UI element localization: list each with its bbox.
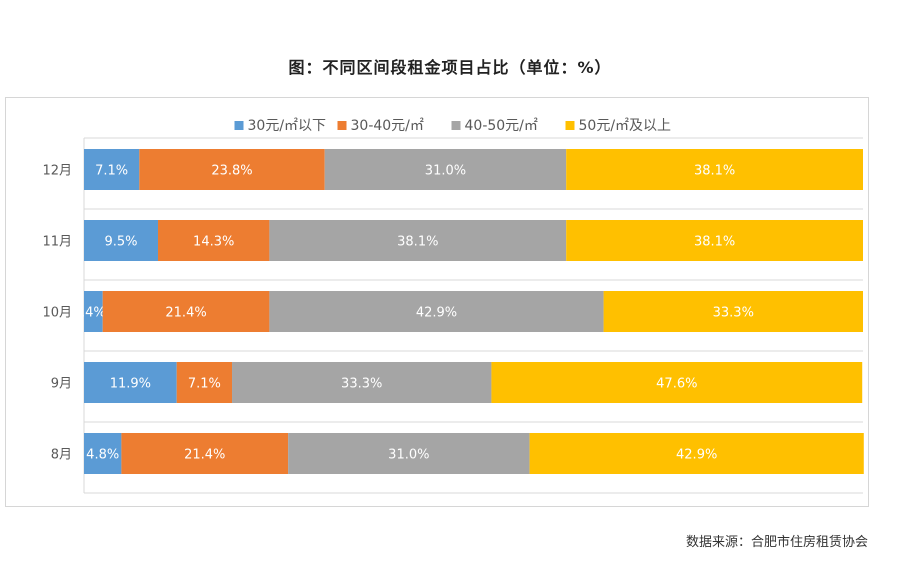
legend-label-0: 30元/㎡以下	[248, 118, 327, 134]
bar-segment	[529, 433, 864, 474]
bar-segment	[269, 220, 567, 261]
data-source-note: 数据来源：合肥市住房租赁协会	[685, 535, 868, 550]
chart-frame: 30元/㎡以下 30-40元/㎡ 40-50元/㎡ 50元/㎡及以上 12月 11月 10…	[5, 97, 869, 507]
data-label: 23.8%	[211, 164, 252, 179]
bar-segment	[158, 220, 270, 261]
legend-label-2: 40-50元/㎡	[465, 118, 538, 134]
category-label: 10月	[42, 306, 72, 321]
data-label: 33.3%	[341, 377, 382, 392]
category-label: 12月	[42, 164, 72, 179]
category-axis: 12月 11月 10月 9月 8月	[42, 138, 85, 493]
bar-segment	[84, 291, 103, 332]
data-label: 38.1%	[694, 235, 735, 250]
bar-segment	[84, 149, 140, 190]
data-label: 21.4%	[184, 448, 225, 463]
bar-segment	[176, 362, 233, 403]
bar-segment	[603, 291, 863, 332]
category-label: 9月	[51, 377, 72, 392]
data-label: 47.6%	[656, 377, 697, 392]
legend-label-3: 50元/㎡及以上	[579, 118, 672, 134]
legend-label-1: 30-40元/㎡	[351, 118, 424, 134]
gridlines	[84, 137, 863, 494]
category-label: 8月	[51, 448, 72, 463]
data-label: .4%	[81, 306, 106, 321]
data-label: 31.0%	[425, 164, 466, 179]
data-label: 9.5%	[104, 235, 137, 250]
bar-segment	[139, 149, 325, 190]
data-label: 38.1%	[397, 235, 438, 250]
bar-segment	[566, 149, 863, 190]
bar-segment	[84, 433, 122, 474]
bar-segment	[269, 291, 604, 332]
data-label: 14.3%	[193, 235, 234, 250]
category-label: 11月	[42, 235, 72, 250]
legend-swatch-0	[234, 121, 244, 130]
legend-swatch-2	[451, 121, 461, 130]
legend-swatch-3	[565, 121, 575, 130]
data-label: 42.9%	[416, 306, 457, 321]
data-label: 33.3%	[713, 306, 754, 321]
legend: 30元/㎡以下 30-40元/㎡ 40-50元/㎡ 50元/㎡及以上	[234, 118, 672, 134]
chart-svg: 30元/㎡以下 30-40元/㎡ 40-50元/㎡ 50元/㎡及以上 12月 11月 10…	[42, 118, 864, 494]
data-label: 31.0%	[388, 448, 429, 463]
bar-segment	[288, 433, 530, 474]
legend-swatch-1	[337, 121, 347, 130]
bar-segment	[102, 291, 270, 332]
data-label: 7.1%	[188, 377, 221, 392]
bar-segment	[566, 220, 863, 261]
data-label: 38.1%	[694, 164, 735, 179]
data-label: 42.9%	[676, 448, 717, 463]
bar-segment	[84, 220, 159, 261]
bar-segment	[121, 433, 289, 474]
bar-segment	[84, 362, 177, 403]
data-label: 4.8%	[86, 448, 119, 463]
bar-segment	[232, 362, 492, 403]
chart-title: 图：不同区间段租金项目占比（单位：%）	[288, 58, 612, 77]
data-label: 7.1%	[95, 164, 128, 179]
bars: 7.1% 23.8% 31.0% 38.1% 9.5% 14.3% 38.1% 38.1% .4…	[81, 149, 864, 474]
data-label: 11.9%	[110, 377, 151, 392]
data-label: 21.4%	[165, 306, 206, 321]
bar-segment	[324, 149, 567, 190]
bar-segment	[491, 362, 863, 403]
